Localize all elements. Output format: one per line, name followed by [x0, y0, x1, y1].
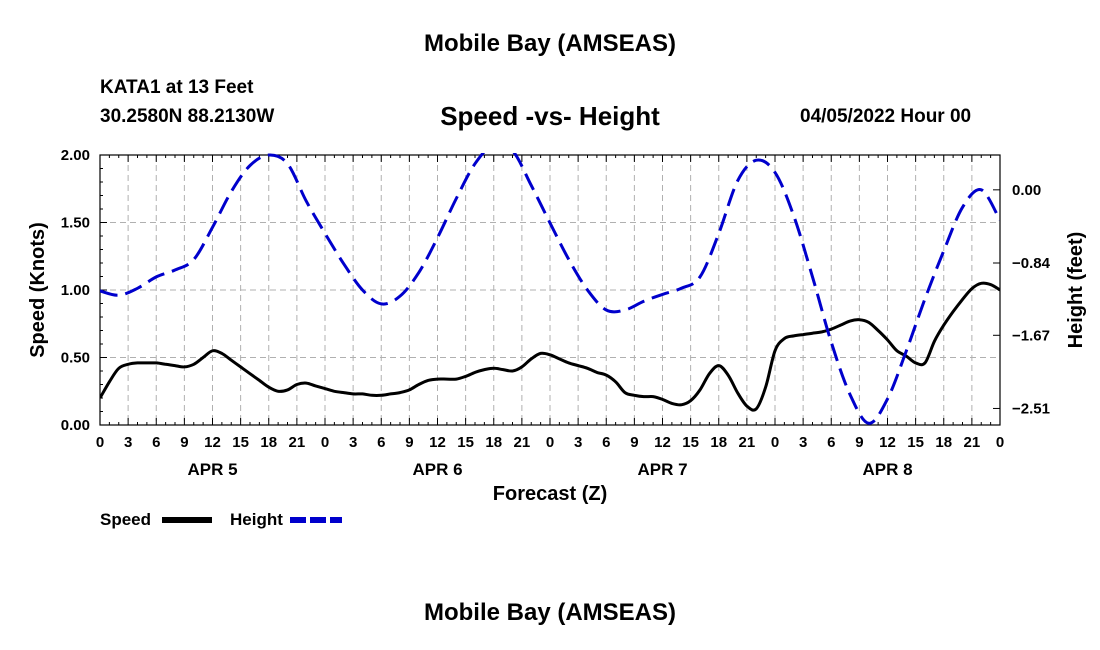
x-tick-label: 9: [405, 434, 413, 451]
series-line-height: [100, 153, 1000, 425]
y-right-tick-label: −0.84: [1012, 255, 1051, 272]
x-tick-label: 12: [879, 434, 896, 451]
x-tick-label: 15: [682, 434, 699, 451]
y-tick-label: 0.50: [61, 350, 90, 367]
page-title-repeat: Mobile Bay (AMSEAS): [423, 599, 677, 626]
series-line-speed: [100, 281, 1000, 412]
x-tick-label: 3: [124, 434, 132, 451]
x-tick-label: 0: [546, 434, 554, 451]
y-axis-label-right: Height (feet): [1065, 232, 1087, 349]
legend-label-speed: Speed: [100, 510, 152, 529]
x-tick-label: 3: [799, 434, 807, 451]
x-tick-label: 18: [710, 434, 727, 451]
x-tick-label: 21: [739, 434, 756, 451]
page-title: Mobile Bay (AMSEAS): [423, 30, 677, 57]
x-tick-label: 15: [232, 434, 249, 451]
x-tick-label: 3: [349, 434, 357, 451]
x-tick-label: 18: [485, 434, 502, 451]
legend-label-height: Height: [230, 510, 283, 529]
x-tick-label: 6: [152, 434, 160, 451]
day-label: APR 6: [412, 460, 462, 479]
x-tick-label: 12: [204, 434, 221, 451]
x-tick-label: 12: [429, 434, 446, 451]
x-tick-label: 12: [654, 434, 671, 451]
day-label: APR 7: [637, 460, 687, 479]
x-tick-label: 6: [827, 434, 835, 451]
y-axis-label: Speed (Knots): [27, 222, 49, 358]
day-label: APR 5: [187, 460, 237, 479]
x-tick-label: 21: [514, 434, 531, 451]
y-tick-label: 1.00: [61, 282, 90, 299]
x-tick-label: 21: [964, 434, 981, 451]
x-tick-label: 15: [457, 434, 474, 451]
day-label: APR 8: [862, 460, 912, 479]
x-tick-label: 18: [260, 434, 277, 451]
station-name: KATA1 at 13 Feet: [100, 77, 254, 98]
y-right-tick-label: 0.00: [1012, 182, 1041, 199]
y-right-tick-label: −2.51: [1012, 400, 1050, 417]
station-coordinates: 30.2580N 88.2130W: [100, 106, 275, 127]
x-tick-label: 0: [996, 434, 1004, 451]
x-tick-label: 0: [771, 434, 779, 451]
chart-title: Speed -vs- Height: [440, 101, 660, 131]
x-tick-label: 3: [574, 434, 582, 451]
x-tick-label: 15: [907, 434, 924, 451]
x-axis-label: Forecast (Z): [493, 483, 607, 505]
x-tick-label: 0: [321, 434, 329, 451]
x-tick-label: 9: [855, 434, 863, 451]
x-tick-label: 9: [180, 434, 188, 451]
x-tick-label: 9: [630, 434, 638, 451]
x-tick-label: 6: [602, 434, 610, 451]
x-tick-label: 0: [96, 434, 104, 451]
y-tick-label: 1.50: [61, 215, 90, 232]
x-tick-label: 21: [289, 434, 306, 451]
y-tick-label: 0.00: [61, 417, 90, 434]
x-tick-label: 18: [935, 434, 952, 451]
forecast-datetime: 04/05/2022 Hour 00: [800, 106, 972, 127]
y-right-tick-label: −1.67: [1012, 327, 1050, 344]
y-tick-label: 2.00: [61, 147, 90, 164]
x-tick-label: 6: [377, 434, 385, 451]
